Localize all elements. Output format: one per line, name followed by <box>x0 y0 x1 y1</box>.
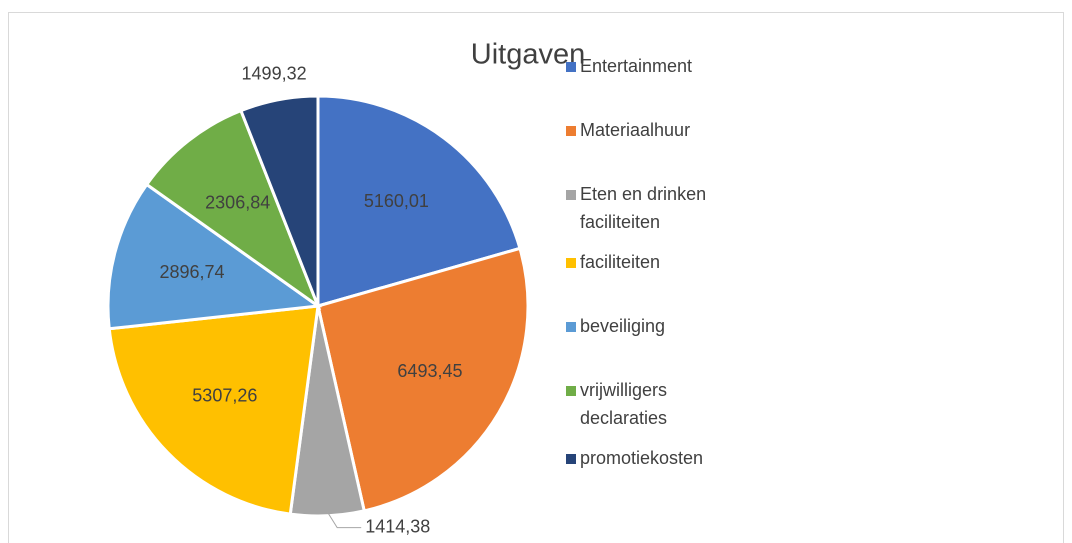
legend-label: beveiliging <box>580 316 665 336</box>
legend-label: promotiekosten <box>580 448 703 468</box>
legend-swatch <box>566 190 576 200</box>
pie-slice <box>106 182 323 331</box>
legend-swatch <box>566 454 576 464</box>
legend-label-line: faciliteiten <box>580 212 660 232</box>
legend-swatch <box>566 258 576 268</box>
pie-slice <box>316 94 522 308</box>
legend-label-line: Materiaalhuur <box>580 120 690 140</box>
legend-label: Entertainment <box>580 56 692 76</box>
pie-slice <box>239 94 320 307</box>
data-label: 2896,74 <box>159 262 224 282</box>
data-label: 2306,84 <box>205 192 270 212</box>
legend-label-line: Entertainment <box>580 56 692 76</box>
legend-label: Eten en drinken faciliteiten <box>580 184 706 232</box>
legend-label: faciliteiten <box>580 252 660 272</box>
data-label: 1499,32 <box>242 64 307 84</box>
data-label: 5307,26 <box>192 386 257 406</box>
legend-swatch <box>566 322 576 332</box>
pie-slice <box>316 246 530 513</box>
pie-slice <box>144 108 322 311</box>
legend-label-line: vrijwilligers <box>580 380 667 400</box>
legend-swatch <box>566 386 576 396</box>
legend-swatch <box>566 126 576 136</box>
legend-label: Materiaalhuur <box>580 120 690 140</box>
legend-label-line: promotiekosten <box>580 448 703 468</box>
legend-label-line: declaraties <box>580 408 667 428</box>
legend-label-line: beveiliging <box>580 316 665 336</box>
data-label: 6493,45 <box>397 361 462 381</box>
data-label: 1414,38 <box>365 516 430 536</box>
legend-label-line: faciliteiten <box>580 252 660 272</box>
pie-slice <box>107 304 320 516</box>
leader-line <box>326 511 362 529</box>
data-label: 5160,01 <box>364 191 429 211</box>
legend-label: vrijwilligers declaraties <box>580 380 667 428</box>
legend-label-line: Eten en drinken <box>580 184 706 204</box>
legend-swatch <box>566 62 576 72</box>
